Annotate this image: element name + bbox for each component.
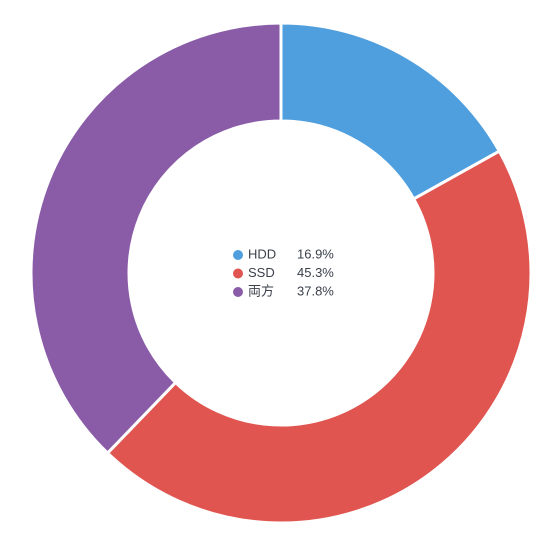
legend-dot xyxy=(233,268,243,279)
legend-value: 45.3% xyxy=(297,265,334,280)
legend-label: 両方 xyxy=(248,283,274,298)
legend-dot xyxy=(233,287,243,297)
donut-slice xyxy=(29,21,283,456)
legend-label: SSD xyxy=(248,265,275,280)
legend-label: HDD xyxy=(248,246,276,261)
legend-value: 37.8% xyxy=(297,283,334,298)
donut-slice xyxy=(279,21,502,201)
legend-value: 16.9% xyxy=(297,246,334,261)
donut-slice xyxy=(105,149,533,525)
legend-dot xyxy=(233,250,243,260)
